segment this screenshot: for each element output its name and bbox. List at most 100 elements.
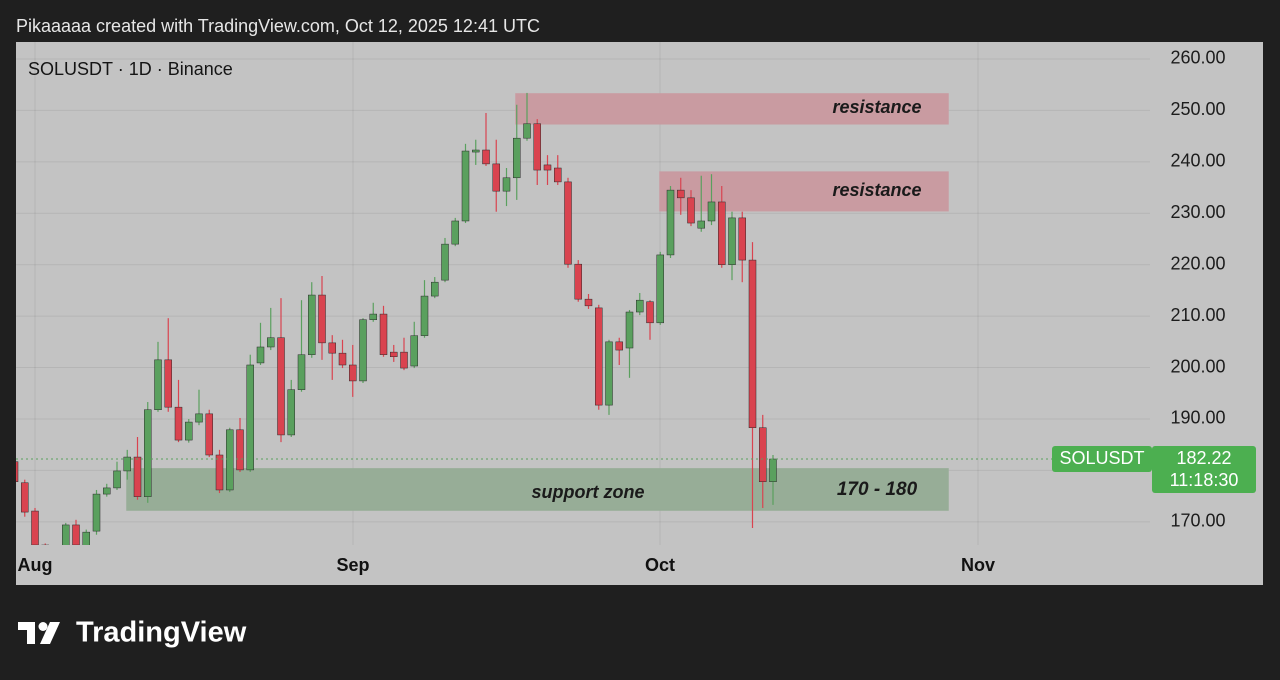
price-tag-value: 182.22 (1176, 448, 1231, 468)
candle-body (605, 341, 613, 406)
candle-body (338, 352, 347, 366)
zone (515, 93, 949, 125)
candle-body (687, 197, 695, 224)
candles (16, 92, 777, 545)
candle-body (164, 359, 172, 408)
zone-range-label: 170 - 180 (837, 479, 918, 500)
candle-body (584, 298, 593, 307)
candle-body (554, 167, 562, 183)
candle-body (410, 335, 418, 367)
x-tick-label: Aug (18, 555, 53, 575)
candle-body (441, 243, 449, 281)
candle-body (636, 299, 644, 313)
candle-body (718, 201, 726, 265)
candle-body (748, 259, 757, 428)
candle-body (420, 295, 429, 336)
candle-body (472, 149, 480, 153)
candle-body (287, 389, 295, 436)
candle-body (461, 150, 470, 222)
logo-text: TradingView (76, 617, 247, 649)
candle-body (390, 351, 398, 358)
candle-body (113, 470, 121, 489)
candle-body (328, 342, 336, 354)
zone-label: resistance (832, 97, 921, 117)
candle-body (92, 493, 101, 532)
grid (16, 42, 1150, 545)
candle-body (205, 413, 213, 456)
candle-body (728, 217, 736, 265)
candle-body (31, 510, 39, 545)
price-tag-box (1152, 446, 1256, 494)
zone (126, 468, 949, 511)
candle-body (369, 313, 377, 320)
candle-body (769, 458, 777, 482)
candle-body (492, 163, 500, 192)
chart-title: SOLUSDT · 1D · Binance (28, 59, 233, 79)
candle-body (144, 409, 152, 497)
y-tick-label: 210.00 (1170, 305, 1225, 325)
x-tick-label: Nov (961, 555, 995, 575)
candle-body (62, 524, 70, 545)
y-tick-label: 190.00 (1170, 408, 1225, 428)
zone-label: support zone (532, 482, 645, 502)
candle-body (215, 454, 224, 491)
x-tick-label: Sep (336, 555, 369, 575)
y-tick-label: 170.00 (1170, 511, 1225, 531)
price-tag-symbol-box (1052, 446, 1152, 473)
y-tick-label: 250.00 (1170, 99, 1225, 119)
candle-body (646, 301, 654, 324)
header: Pikaaaaa created with TradingView.com, O… (16, 16, 540, 36)
candle-body (349, 364, 357, 382)
y-tick-label: 200.00 (1170, 356, 1225, 376)
candle-body (16, 461, 19, 482)
candle-body (759, 427, 767, 482)
candle-body (133, 456, 142, 497)
candle-body (267, 337, 275, 348)
logo-shape (18, 622, 35, 644)
candle-body (656, 254, 664, 324)
candle-body (451, 220, 459, 245)
price-tag-symbol: SOLUSDT (1059, 448, 1144, 468)
candle-body (297, 354, 306, 390)
logo-icon (18, 622, 60, 644)
candle-body (595, 307, 603, 406)
logo-shape (38, 622, 48, 631)
candle-body (431, 281, 439, 297)
candle-body (195, 413, 203, 423)
candle-body (533, 123, 541, 171)
candle-body (82, 531, 90, 545)
candle-body (21, 482, 29, 513)
candle-body (154, 359, 162, 410)
candle-body (513, 137, 521, 179)
candle-body (574, 263, 582, 300)
candle-body (246, 364, 254, 471)
price-tag-countdown: 11:18:30 (1170, 470, 1239, 490)
y-tick-label: 240.00 (1170, 151, 1225, 171)
candle-body (666, 189, 675, 256)
y-tick-label: 230.00 (1170, 202, 1225, 222)
x-tick-label: Oct (645, 555, 675, 575)
zones (126, 93, 949, 511)
candle-body (502, 177, 511, 192)
candle-body (523, 123, 531, 139)
candle-body (359, 319, 367, 382)
logo-shape (40, 622, 60, 644)
candle-body (277, 337, 285, 436)
candle-body (318, 294, 326, 344)
candle-body (236, 429, 244, 471)
candle-body (256, 346, 265, 364)
candle-body (174, 406, 183, 441)
zone-label: resistance (832, 180, 921, 200)
candle-body (543, 164, 552, 171)
candle-body (625, 311, 634, 349)
candle-body (308, 294, 316, 355)
candle-body (697, 220, 705, 229)
y-tick-label: 220.00 (1170, 253, 1225, 273)
candle-body (677, 189, 685, 199)
candle-body (400, 351, 408, 369)
candle-body (72, 524, 80, 545)
candle-body (707, 201, 716, 222)
candle-body (482, 149, 490, 165)
candle-body (226, 429, 234, 491)
